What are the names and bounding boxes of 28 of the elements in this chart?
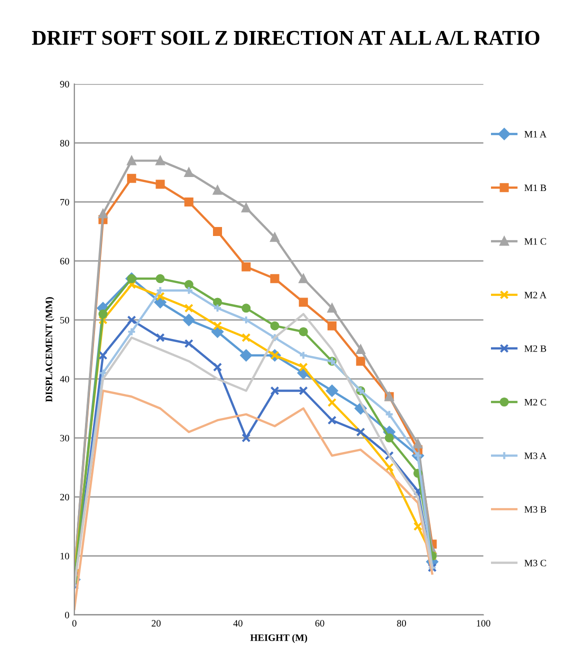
x-tick-label: 60	[315, 620, 324, 627]
legend-label: M1 C	[524, 238, 546, 245]
y-axis-title: DISPLACEMENT (MM)	[45, 297, 54, 402]
y-tick-label: 70	[60, 198, 70, 206]
legend-label: M3 C	[524, 560, 546, 566]
legend-label: M1 A	[524, 130, 547, 138]
x-axis-title: HEIGHT (M)	[250, 634, 308, 643]
y-tick-label: 40	[60, 376, 70, 382]
legend-label: M2 B	[524, 345, 546, 352]
legend-label: M1 B	[524, 184, 546, 192]
y-tick-label: 50	[60, 316, 70, 324]
x-tick-label: 0	[72, 620, 76, 627]
x-tick-label: 100	[476, 620, 490, 627]
y-tick-label: 30	[60, 434, 70, 442]
legend-label: M3 A	[524, 452, 547, 460]
legend-label: M3 B	[524, 506, 546, 513]
y-tick-label: 80	[60, 140, 70, 146]
y-tick-label: 20	[60, 494, 70, 500]
legend-label: M2 A	[524, 292, 547, 298]
y-tick-label: 0	[65, 612, 70, 618]
y-tick-label: 10	[60, 552, 70, 560]
y-tick-label: 90	[60, 80, 70, 88]
y-tick-label: 60	[60, 258, 70, 264]
x-tick-label: 40	[233, 620, 242, 627]
x-tick-label: 20	[152, 620, 161, 627]
chart-title: DRIFT SOFT SOIL Z DIRECTION AT ALL A/L RATIO	[32, 30, 540, 45]
legend-label: M2 C	[524, 398, 546, 406]
x-tick-label: 80	[397, 620, 406, 627]
